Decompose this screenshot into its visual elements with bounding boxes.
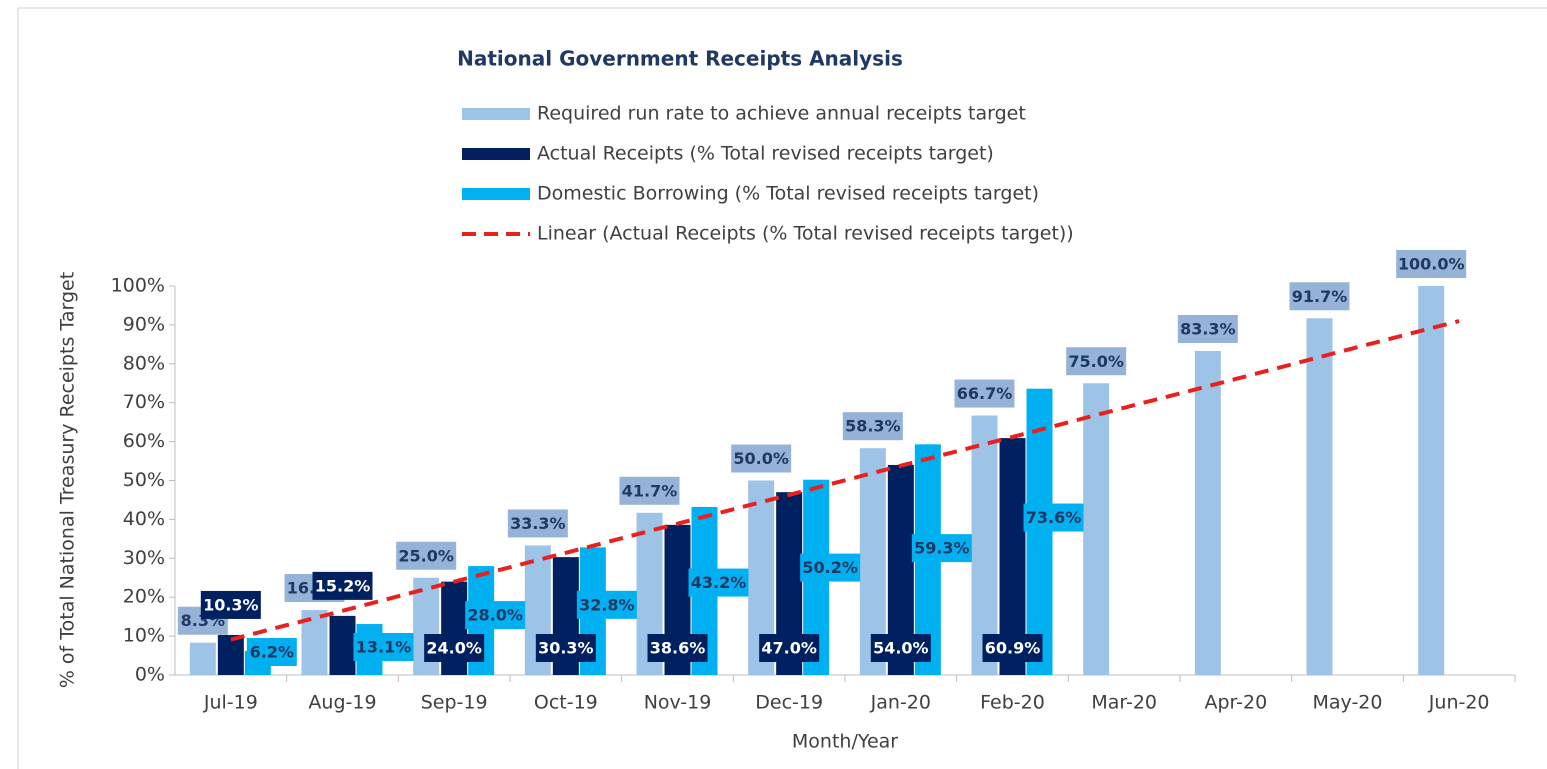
legend-label: Required run rate to achieve annual rece… [537, 103, 1026, 125]
x-tick-label: Apr-20 [1204, 692, 1267, 714]
label-box [954, 379, 1015, 408]
label-box [535, 634, 596, 662]
legend-swatch [462, 108, 530, 120]
x-tick-label: Nov-19 [644, 692, 712, 714]
x-tick-label: Dec-19 [755, 692, 823, 714]
data-label: 24.0% [426, 639, 482, 658]
chart-title: National Government Receipts Analysis [457, 47, 903, 71]
label-box [576, 590, 637, 619]
bar [329, 615, 356, 675]
legend-swatch [462, 148, 530, 160]
label-box [1066, 347, 1127, 376]
bar [1194, 350, 1221, 675]
x-tick-label: May-20 [1313, 692, 1383, 714]
data-label: 38.6% [650, 639, 706, 658]
label-box [424, 634, 485, 662]
frame [17, 7, 1547, 769]
label-box [982, 634, 1043, 662]
data-label: 73.6% [1026, 508, 1082, 527]
data-label: 59.3% [914, 539, 970, 558]
y-tick-label: 100% [111, 275, 165, 297]
label-box [800, 553, 861, 582]
x-tick-label: Feb-20 [980, 692, 1045, 714]
legend-label: Linear (Actual Receipts (% Total revised… [537, 223, 1074, 245]
data-label: 6.2% [250, 643, 294, 662]
x-tick-label: Aug-19 [308, 692, 376, 714]
label-box [688, 568, 749, 597]
data-label: 15.2% [315, 576, 371, 595]
legend-swatch [462, 188, 530, 200]
bar [189, 642, 216, 675]
data-label: 10.3% [203, 595, 259, 614]
data-label: 100.0% [1398, 255, 1465, 274]
y-tick-label: 90% [123, 313, 165, 335]
data-label: 58.3% [845, 417, 901, 436]
label-box [842, 412, 903, 441]
bar [971, 415, 998, 675]
label-box [870, 634, 931, 662]
y-tick-label: 10% [123, 625, 165, 647]
data-label: 66.7% [957, 384, 1013, 403]
label-box [200, 590, 261, 619]
x-axis-label: Month/Year [792, 731, 898, 753]
label-box [911, 534, 972, 563]
x-tick-label: Jan-20 [870, 692, 931, 714]
data-label: 33.3% [510, 514, 566, 533]
x-tick-label: Jul-19 [203, 692, 258, 714]
data-label: 83.3% [1180, 319, 1236, 338]
y-tick-label: 50% [123, 469, 165, 491]
label-box [759, 634, 820, 662]
y-tick-label: 70% [123, 391, 165, 413]
data-label: 32.8% [579, 595, 635, 614]
data-label: 75.0% [1068, 352, 1124, 371]
y-tick-label: 30% [123, 547, 165, 569]
data-label: 43.2% [691, 573, 747, 592]
data-label: 50.2% [802, 558, 858, 577]
x-tick-label: Jun-20 [1428, 692, 1490, 714]
y-axis-label: % of Total National Treasury Receipts Ta… [57, 272, 79, 688]
y-tick-label: 60% [123, 430, 165, 452]
data-label: 28.0% [467, 606, 523, 625]
label-box [312, 571, 373, 600]
label-box [1177, 314, 1238, 343]
label-box [1023, 503, 1084, 532]
data-label: 50.0% [733, 449, 789, 468]
bar [1306, 318, 1333, 675]
y-tick-label: 0% [135, 664, 165, 686]
label-box [396, 541, 457, 570]
label-box [1289, 282, 1350, 311]
x-tick-label: Oct-19 [534, 692, 598, 714]
legend-label: Actual Receipts (% Total revised receipt… [537, 143, 994, 165]
x-tick-label: Mar-20 [1091, 692, 1157, 714]
bar [217, 634, 244, 675]
label-box [353, 632, 414, 661]
data-label: 47.0% [761, 639, 817, 658]
data-label: 54.0% [873, 639, 929, 658]
label-box [619, 476, 680, 505]
data-label: 91.7% [1292, 287, 1348, 306]
bar [1418, 286, 1445, 675]
x-tick-label: Sep-19 [421, 692, 488, 714]
bar [1026, 388, 1053, 675]
bar [1083, 383, 1110, 675]
trend-line [230, 319, 1460, 642]
y-tick-label: 20% [123, 586, 165, 608]
y-tick-label: 80% [123, 352, 165, 374]
data-label: 60.9% [985, 639, 1041, 658]
label-box [507, 509, 568, 538]
data-label: 30.3% [538, 639, 594, 658]
label-box [647, 634, 708, 662]
data-label: 13.1% [356, 637, 412, 656]
label-box [246, 638, 297, 666]
y-tick-label: 40% [123, 508, 165, 530]
legend-label: Domestic Borrowing (% Total revised rece… [537, 183, 1039, 205]
label-box [465, 601, 526, 630]
label-box [731, 444, 792, 473]
data-label: 25.0% [398, 546, 454, 565]
data-label: 41.7% [622, 481, 678, 500]
label-box [1396, 250, 1467, 278]
